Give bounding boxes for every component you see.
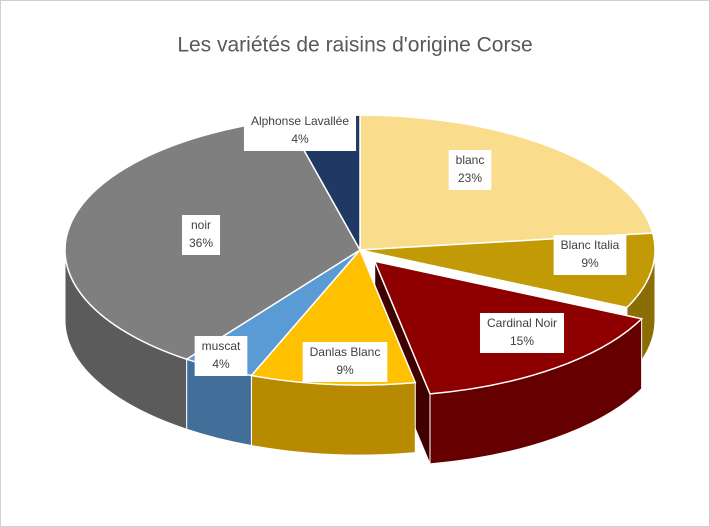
data-label-name: muscat	[202, 339, 241, 353]
data-label-value: 9%	[581, 256, 599, 270]
data-label-value: 36%	[189, 236, 213, 250]
data-label-name: Alphonse Lavallée	[251, 114, 349, 128]
data-label-box	[302, 342, 388, 382]
data-label-name: blanc	[456, 153, 485, 167]
data-label-box	[243, 111, 357, 151]
data-label-box	[553, 235, 627, 275]
slice-side	[250, 374, 416, 456]
slice	[359, 114, 654, 251]
data-label-box	[194, 336, 248, 376]
data-label-value: 15%	[510, 334, 534, 348]
data-label-value: 9%	[336, 363, 354, 377]
data-label-box	[479, 313, 565, 353]
data-label-name: Cardinal Noir	[487, 316, 557, 330]
data-label-value: 4%	[291, 132, 309, 146]
data-label-name: noir	[191, 218, 211, 232]
data-label-box	[448, 150, 492, 190]
data-label-box	[181, 215, 221, 255]
data-label-value: 23%	[458, 171, 482, 185]
data-label-name: Danlas Blanc	[310, 345, 381, 359]
data-label-name: Blanc Italia	[561, 238, 620, 252]
chart-title: Les variétés de raisins d'origine Corse	[177, 34, 532, 57]
data-label-value: 4%	[212, 357, 230, 371]
